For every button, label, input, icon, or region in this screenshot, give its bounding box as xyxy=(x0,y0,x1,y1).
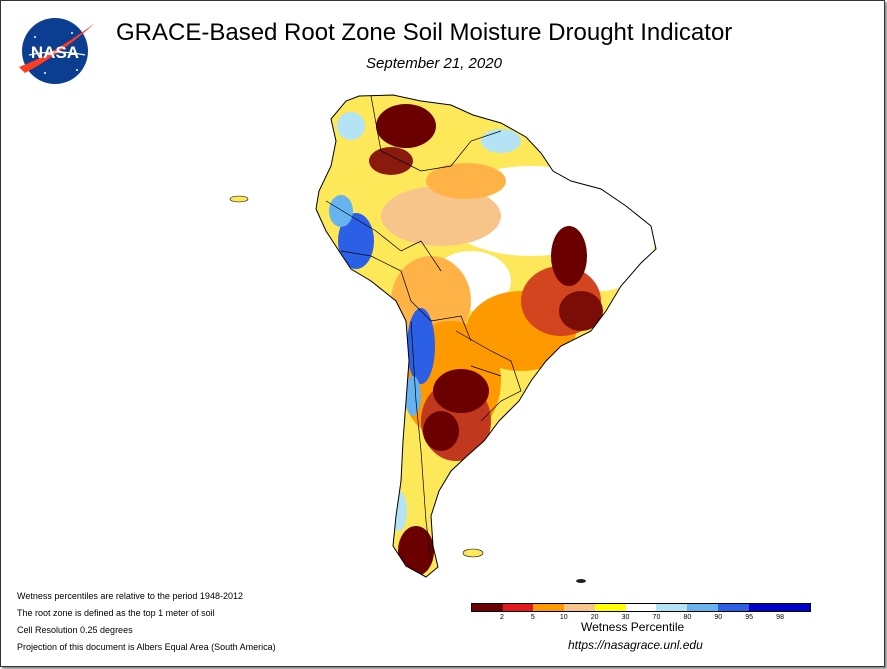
note-line: Projection of this document is Albers Eq… xyxy=(17,642,276,652)
note-line: Wetness percentiles are relative to the … xyxy=(17,591,243,601)
legend-swatch xyxy=(472,604,503,611)
nasa-logo: NASA xyxy=(19,18,95,84)
legend-swatch xyxy=(564,604,595,611)
legend-ticks: 2 5 10 20 30 70 80 90 95 98 xyxy=(471,612,811,624)
country-borders xyxy=(325,95,522,562)
legend-tick: 90 xyxy=(714,614,723,621)
legend-swatch xyxy=(687,604,718,611)
nasa-logo-text: NASA xyxy=(31,43,79,62)
galapagos-islands xyxy=(229,195,249,203)
note-line: The root zone is defined as the top 1 me… xyxy=(17,608,215,618)
falkland-islands xyxy=(462,548,484,558)
south-georgia-island xyxy=(576,579,586,583)
legend-tick: 20 xyxy=(590,614,599,621)
legend-swatch xyxy=(717,604,749,611)
source-url[interactable]: https://nasagrace.unl.edu xyxy=(568,638,703,652)
map-date: September 21, 2020 xyxy=(366,55,502,72)
legend-swatch xyxy=(502,604,534,611)
legend-swatch xyxy=(625,604,657,611)
note-line: Cell Resolution 0.25 degrees xyxy=(17,625,133,635)
legend-tick: 80 xyxy=(683,614,692,621)
legend-swatch xyxy=(656,604,688,611)
legend-tick: 10 xyxy=(559,614,568,621)
legend-swatch xyxy=(748,604,780,611)
legend: 2 5 10 20 30 70 80 90 95 98 xyxy=(471,603,811,624)
legend-swatch xyxy=(594,604,626,611)
legend-tick: 70 xyxy=(652,614,661,621)
wetness-pattern xyxy=(329,104,656,576)
legend-swatch xyxy=(779,604,811,611)
legend-tick: 5 xyxy=(530,614,535,621)
legend-swatch xyxy=(533,604,565,611)
legend-tick: 2 xyxy=(499,614,504,621)
legend-tick: 30 xyxy=(621,614,630,621)
legend-colorbar xyxy=(471,603,811,612)
legend-tick: 98 xyxy=(776,614,784,621)
legend-title: Wetness Percentile xyxy=(581,620,685,634)
legend-tick: 95 xyxy=(745,614,754,621)
page-title: GRACE-Based Root Zone Soil Moisture Drou… xyxy=(116,19,733,46)
map-notes: Wetness percentiles are relative to the … xyxy=(17,590,276,658)
